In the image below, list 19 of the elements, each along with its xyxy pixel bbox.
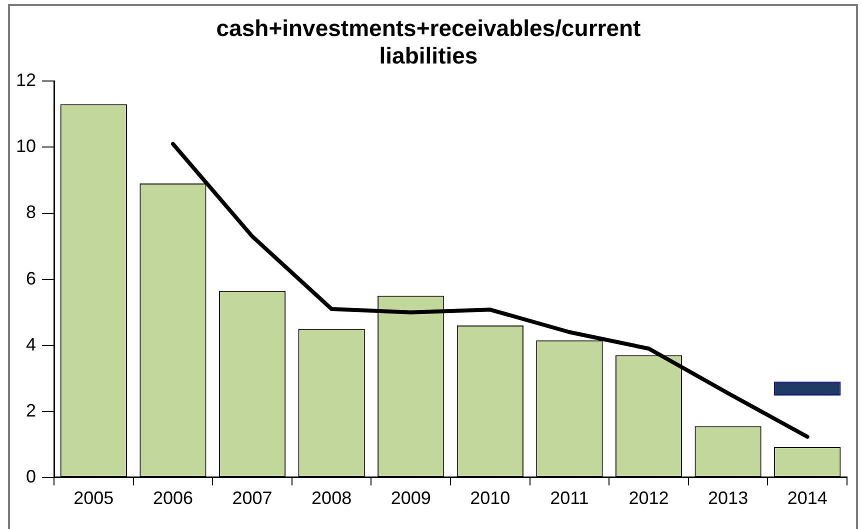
x-tick-label: 2013 xyxy=(708,488,748,508)
x-tick-label: 2011 xyxy=(550,488,589,508)
x-tick-label: 2006 xyxy=(152,488,193,508)
x-tick-label: 2009 xyxy=(390,488,431,508)
y-tick-label: 10 xyxy=(16,136,36,156)
y-tick-label: 0 xyxy=(26,466,36,486)
text: liabilities xyxy=(379,42,478,69)
x-tick-label: 2005 xyxy=(74,488,114,508)
y-tick-label: 2 xyxy=(26,400,36,420)
text: cash+investments+receivables/current xyxy=(216,15,641,42)
x-tick-label: 2007 xyxy=(232,488,272,508)
x-tick-label: 2014 xyxy=(787,488,828,508)
y-tick-label: 6 xyxy=(26,268,36,288)
y-tick-label: 12 xyxy=(16,70,36,90)
x-tick-label: 2008 xyxy=(312,488,352,508)
x-tick-label: 2012 xyxy=(628,488,669,508)
x-tick-label: 2010 xyxy=(470,488,510,508)
y-tick-label: 4 xyxy=(26,334,36,354)
y-tick-label: 8 xyxy=(26,202,36,222)
